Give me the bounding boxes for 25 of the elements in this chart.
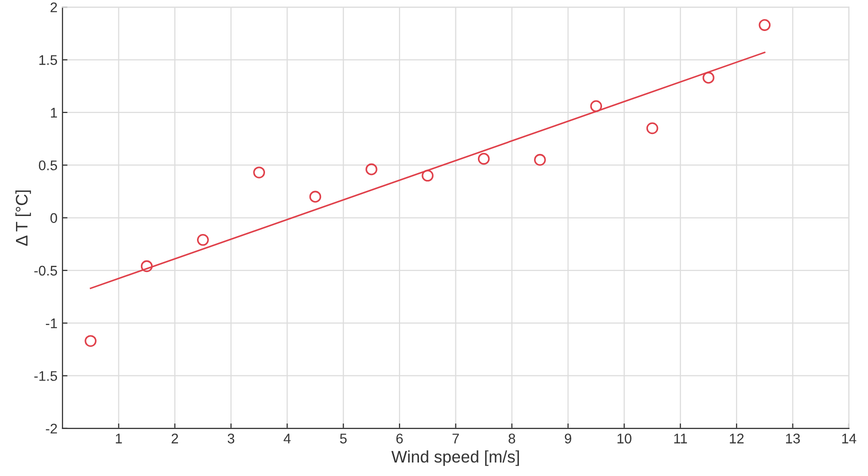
y-tick-label: 1 xyxy=(50,108,57,118)
y-tick-label: -0.5 xyxy=(34,266,58,276)
x-axis-title: Wind speed [m/s] xyxy=(391,450,519,466)
x-tick-label: 13 xyxy=(786,434,800,444)
x-tick-label: 6 xyxy=(396,434,403,444)
x-tick-label: 9 xyxy=(564,434,572,444)
y-tick-label: 1.5 xyxy=(39,55,58,65)
y-tick-label: 0.5 xyxy=(38,160,58,170)
x-tick-label: 8 xyxy=(508,434,516,444)
x-tick-label: 11 xyxy=(674,434,687,444)
x-tick-label: 3 xyxy=(228,434,234,444)
y-axis-title: Δ T [°C] xyxy=(15,190,31,246)
y-tick-label: -1.5 xyxy=(34,371,58,381)
x-tick-label: 7 xyxy=(452,434,459,444)
y-tick-label: -1 xyxy=(46,318,57,328)
x-tick-label: 4 xyxy=(284,434,291,444)
x-tick-label: 5 xyxy=(340,434,347,444)
x-tick-label: 12 xyxy=(730,434,744,444)
y-tick-label: -2 xyxy=(46,424,57,434)
y-tick-label: 2 xyxy=(50,2,57,12)
x-tick-label: 10 xyxy=(618,434,632,444)
y-tick-label: 0 xyxy=(50,213,58,223)
x-tick-label: 2 xyxy=(172,434,178,444)
x-tick-label: 1 xyxy=(116,434,122,444)
x-tick-label: 14 xyxy=(842,434,856,444)
